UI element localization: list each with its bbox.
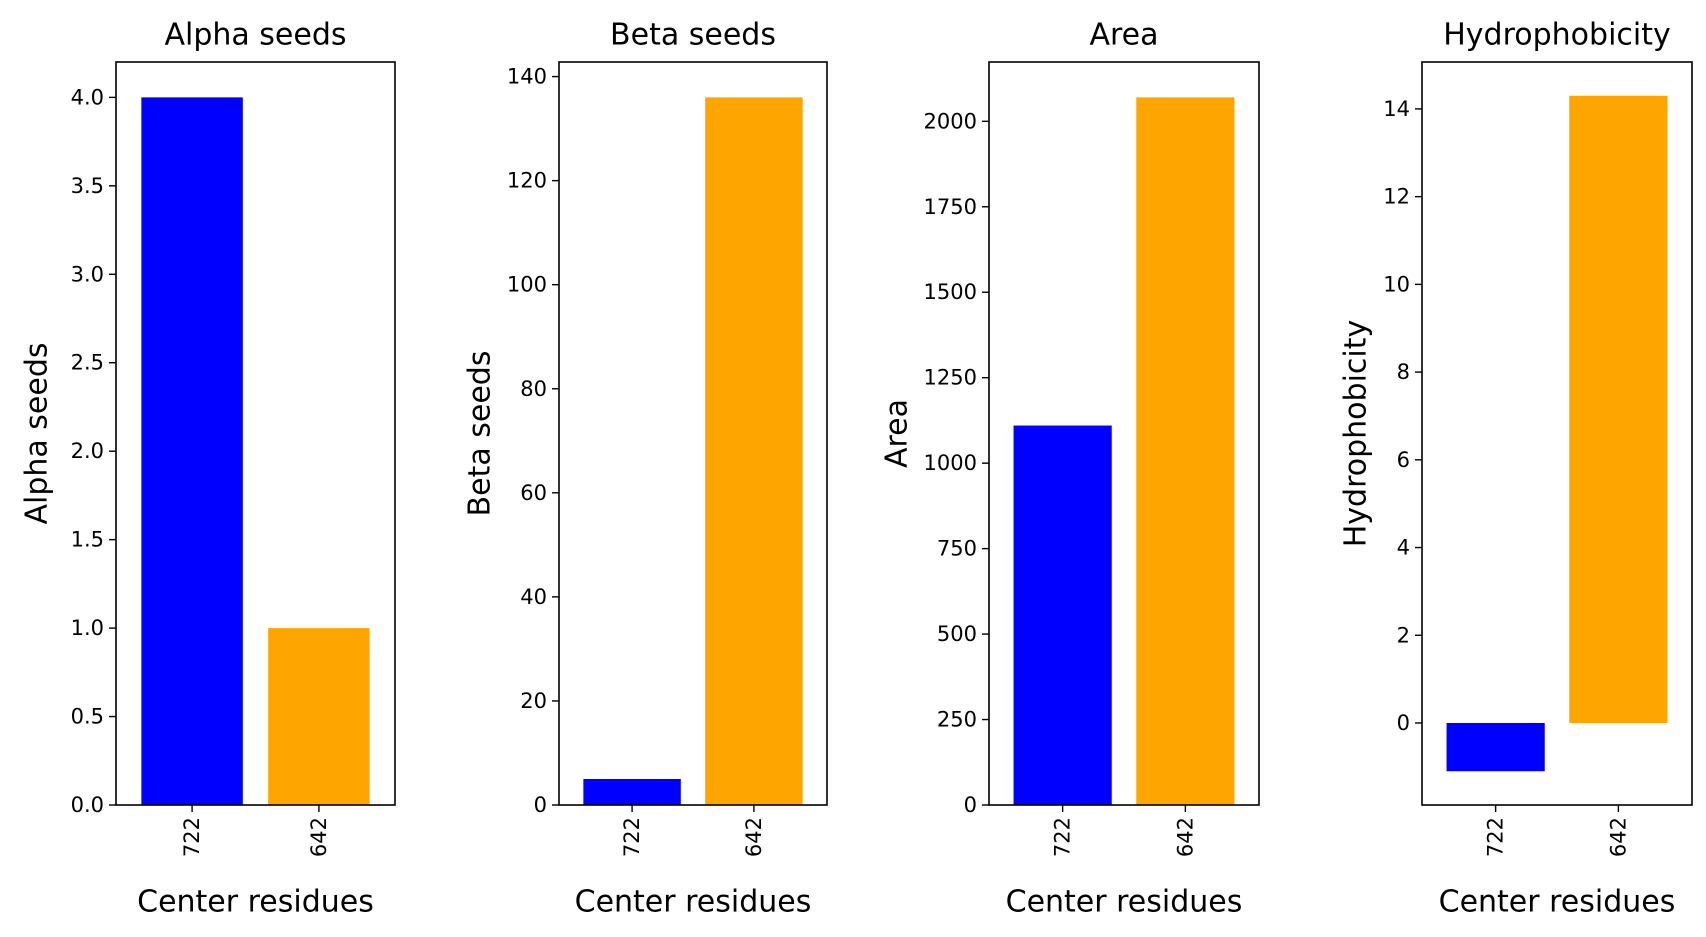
bar-642 — [268, 628, 370, 805]
y-axis-label: Hydrophobicity — [1339, 320, 1374, 548]
x-axis-label: Center residues — [1439, 885, 1676, 920]
y-tick-label: 2 — [1397, 623, 1410, 647]
y-axis-label: Alpha seeds — [20, 342, 55, 524]
y-tick-label: 20 — [520, 689, 547, 713]
y-tick-label: 1.0 — [71, 616, 104, 640]
y-tick-label: 0.5 — [71, 705, 104, 729]
y-tick-label: 1500 — [924, 280, 977, 304]
axes-frame — [1421, 61, 1693, 806]
axes-frame — [115, 61, 396, 806]
y-tick-label: 500 — [937, 622, 977, 646]
y-tick-label: 2.5 — [71, 351, 104, 375]
x-tick-label: 722 — [620, 817, 644, 857]
subplot-3: 0 250 500 750 1000 1250 1500 1750 2000 722 642 Area… — [880, 18, 1260, 920]
y-tick-label: 0 — [534, 793, 547, 817]
y-tick-label: 3.0 — [71, 262, 104, 286]
x-axis-label: Center residues — [1006, 885, 1243, 920]
y-tick-label: 8 — [1397, 360, 1410, 384]
axes-frame — [558, 61, 828, 806]
x-axis-label: Center residues — [575, 885, 812, 920]
bar-642 — [705, 97, 803, 805]
bar-722 — [141, 97, 243, 805]
y-tick-label: 0 — [1397, 711, 1410, 735]
y-tick-label: 1750 — [924, 195, 977, 219]
y-tick-label: 2.0 — [71, 439, 104, 463]
y-tick-label: 12 — [1383, 185, 1410, 209]
y-tick-label: 100 — [507, 273, 547, 297]
y-tick-label: 140 — [507, 65, 547, 89]
y-tick-label: 1000 — [924, 451, 977, 475]
x-tick-label: 642 — [307, 817, 331, 857]
y-tick-label: 4.0 — [71, 85, 104, 109]
subplot-4: 0 2 4 6 8 10 12 14 722 642 Hydrophobicity Center re… — [1339, 18, 1693, 920]
x-axis-label: Center residues — [137, 885, 374, 920]
y-tick-label: 40 — [520, 585, 547, 609]
y-tick-label: 1.5 — [71, 528, 104, 552]
x-tick-label: 642 — [742, 817, 766, 857]
y-axis-label: Area — [880, 399, 915, 468]
x-tick-label: 722 — [180, 817, 204, 857]
y-tick-label: 4 — [1397, 536, 1410, 560]
bar-722 — [1446, 722, 1545, 772]
y-tick-label: 0.0 — [71, 793, 104, 817]
y-tick-label: 60 — [520, 481, 547, 505]
y-tick-label: 120 — [507, 169, 547, 193]
chart-title: Area — [1089, 18, 1158, 53]
chart-title: Beta seeds — [610, 18, 776, 53]
y-tick-label: 0 — [964, 793, 977, 817]
y-tick-label: 3.5 — [71, 174, 104, 198]
chart-title: Alpha seeds — [164, 18, 346, 53]
bar-642 — [1569, 95, 1668, 723]
y-tick-label: 10 — [1383, 272, 1410, 296]
x-tick-label: 722 — [1051, 817, 1075, 857]
y-tick-label: 1250 — [924, 366, 977, 390]
axes-frame — [988, 61, 1260, 806]
y-tick-label: 80 — [520, 377, 547, 401]
y-tick-label: 2000 — [924, 109, 977, 133]
x-tick-label: 642 — [1606, 817, 1630, 857]
bar-642 — [1136, 97, 1235, 805]
bar-722 — [583, 778, 681, 805]
y-tick-label: 14 — [1383, 97, 1410, 121]
y-axis-label: Beta seeds — [463, 351, 498, 517]
y-tick-label: 6 — [1397, 448, 1410, 472]
y-tick-label: 250 — [937, 708, 977, 732]
chart-title: Hydrophobicity — [1443, 18, 1671, 53]
y-tick-label: 750 — [937, 537, 977, 561]
x-tick-label: 642 — [1173, 817, 1197, 857]
subplot-1: 0.0 0.5 1.0 1.5 2.0 2.5 3.0 3.5 4.0 722 642 Alpha s… — [20, 18, 396, 920]
x-tick-label: 722 — [1484, 817, 1508, 857]
bar-722 — [1013, 425, 1112, 805]
subplot-2: 0 20 40 60 80 100 120 140 722 642 Beta seeds Center… — [463, 18, 828, 920]
